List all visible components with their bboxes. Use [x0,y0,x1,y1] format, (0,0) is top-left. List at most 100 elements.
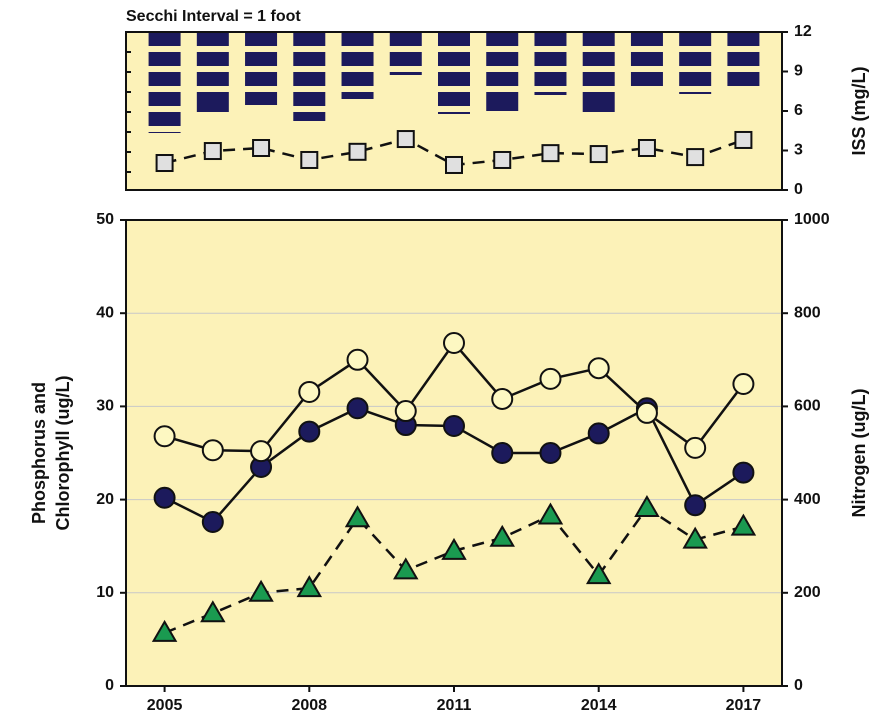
marker [489,524,515,547]
marker [394,400,417,423]
main-panel [125,219,783,687]
secchi-gap [195,46,230,52]
top-title: Secchi Interval = 1 foot [126,8,301,25]
marker [730,513,757,536]
marker [443,414,465,437]
secchi-gap [437,106,471,112]
y2-label: Nitrogen (ug/L) [849,389,869,518]
secchi-gap [678,86,713,92]
y2-tick-label: 6 [794,102,803,119]
marker [491,387,514,410]
secchi-gap [388,46,423,52]
secchi-gap [388,66,423,72]
secchi-bar [727,33,760,86]
marker [589,145,608,164]
x-tick-label: 2017 [726,697,762,714]
y-label: Chlorophyll (ug/L) [53,376,73,531]
x-tick-label: 2014 [581,697,617,714]
marker [443,332,465,355]
marker [252,138,271,157]
marker [585,562,612,585]
secchi-gap [485,86,520,92]
secchi-gap [726,46,761,52]
marker [686,148,705,167]
y2-tick-label: 3 [794,142,803,159]
secchi-gap [147,46,182,52]
y2-label: ISS (mg/L) [849,66,869,155]
y-tick-label: 10 [96,584,114,601]
marker [200,600,226,623]
secchi-gap [292,66,327,72]
secchi-bar [679,33,712,94]
marker [441,537,467,560]
marker [344,505,371,528]
marker [684,494,707,517]
marker [346,348,369,371]
y-tick-label: 0 [105,677,114,694]
y2-tick-label: 0 [794,677,803,694]
marker [637,138,656,157]
marker [298,420,321,443]
marker [634,494,660,517]
x-tick-label: 2005 [147,697,183,714]
marker [346,397,369,420]
secchi-gap [678,46,713,52]
y-tick-label: 30 [96,398,114,415]
secchi-gap [147,106,182,112]
x-tick-label: 2011 [437,697,472,714]
y2-tick-label: 0 [794,181,803,198]
marker [153,425,176,448]
y2-tick-label: 12 [794,23,812,40]
secchi-bar [438,33,470,114]
x-tick-label: 2008 [291,697,327,714]
secchi-gap [195,66,230,72]
secchi-gap [292,46,327,52]
secchi-gap [195,86,230,92]
marker [539,442,562,464]
marker [203,142,222,161]
secchi-gap [629,66,664,72]
marker [493,150,512,169]
secchi-gap [533,66,568,72]
marker [587,357,610,380]
marker [248,579,274,602]
secchi-gap [533,86,568,92]
marker [491,442,514,464]
marker [445,155,463,174]
marker [201,510,224,533]
secchi-gap [147,126,182,132]
secchi-gap [340,86,375,92]
secchi-gap [629,46,664,52]
y-tick-label: 20 [96,491,114,508]
marker [250,440,273,463]
secchi-gap [340,46,375,52]
marker [537,502,564,525]
secchi-bar [534,33,567,95]
y-label: Phosphorus and [29,382,49,524]
y2-tick-label: 200 [794,584,821,601]
marker [732,461,755,484]
secchi-gap [340,66,375,72]
secchi-gap [437,66,471,72]
secchi-gap [581,86,616,92]
secchi-gap [437,86,471,92]
secchi-gap [581,66,616,72]
marker [300,150,319,169]
marker [201,439,224,462]
secchi-bar [582,33,615,112]
secchi-gap [147,66,182,72]
secchi-gap [244,46,279,52]
secchi-gap [726,66,761,72]
y-tick-label: 40 [96,304,114,321]
marker [587,422,610,445]
secchi-gap [292,86,327,92]
marker [393,557,419,580]
secchi-gap [678,66,713,72]
marker [296,575,323,598]
secchi-gap [533,46,568,52]
marker [539,367,562,390]
marker [682,526,708,549]
secchi-gap [244,86,279,92]
marker [732,373,755,396]
